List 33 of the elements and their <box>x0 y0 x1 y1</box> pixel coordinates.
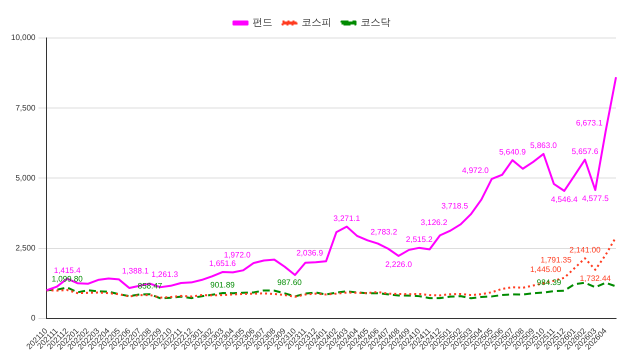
y-tick-label: 7,500 <box>15 103 36 112</box>
y-tick-label: 10,000 <box>11 33 36 42</box>
data-label: 5,657.6 <box>572 146 599 156</box>
legend-label: 펀드 <box>252 18 272 29</box>
y-tick-label: 2,500 <box>15 243 36 252</box>
data-label: 3,718.5 <box>441 201 469 210</box>
data-label: 901.89 <box>210 280 236 290</box>
y-tick-label: 0 <box>31 314 36 323</box>
data-label: 2,036.9 <box>296 248 324 258</box>
y-tick-label: 5,000 <box>15 173 36 182</box>
data-label: 1,732.44 <box>580 274 612 283</box>
data-label: 4,972.0 <box>462 166 490 176</box>
data-label: 987.60 <box>277 278 302 287</box>
data-label: 5,640.9 <box>499 147 526 156</box>
data-label: 1,445.00 <box>530 265 562 274</box>
data-label: 2,783.2 <box>370 228 398 237</box>
data-label: 5,863.0 <box>530 141 558 150</box>
data-label: 1,972.0 <box>224 250 252 260</box>
data-label: 1,415.4 <box>54 266 82 275</box>
data-label: 2,515.2 <box>406 235 434 244</box>
legend-label: 코스닥 <box>360 18 390 29</box>
legend-label: 코스피 <box>302 18 332 29</box>
data-label: 1,388.1 <box>122 266 150 276</box>
data-label: 2,226.0 <box>385 260 412 270</box>
data-label: 2,141.00 <box>569 246 602 255</box>
data-label: 1,651.6 <box>209 259 236 268</box>
data-label: 3,271.1 <box>333 214 361 223</box>
data-label: 6,673.1 <box>576 118 604 128</box>
data-label: 4,577.5 <box>582 194 610 204</box>
data-label: 3,126.2 <box>420 218 448 227</box>
data-label: 1,261.3 <box>151 270 179 280</box>
data-label: 1,791.35 <box>540 255 572 264</box>
data-label: 4,546.4 <box>550 195 578 204</box>
